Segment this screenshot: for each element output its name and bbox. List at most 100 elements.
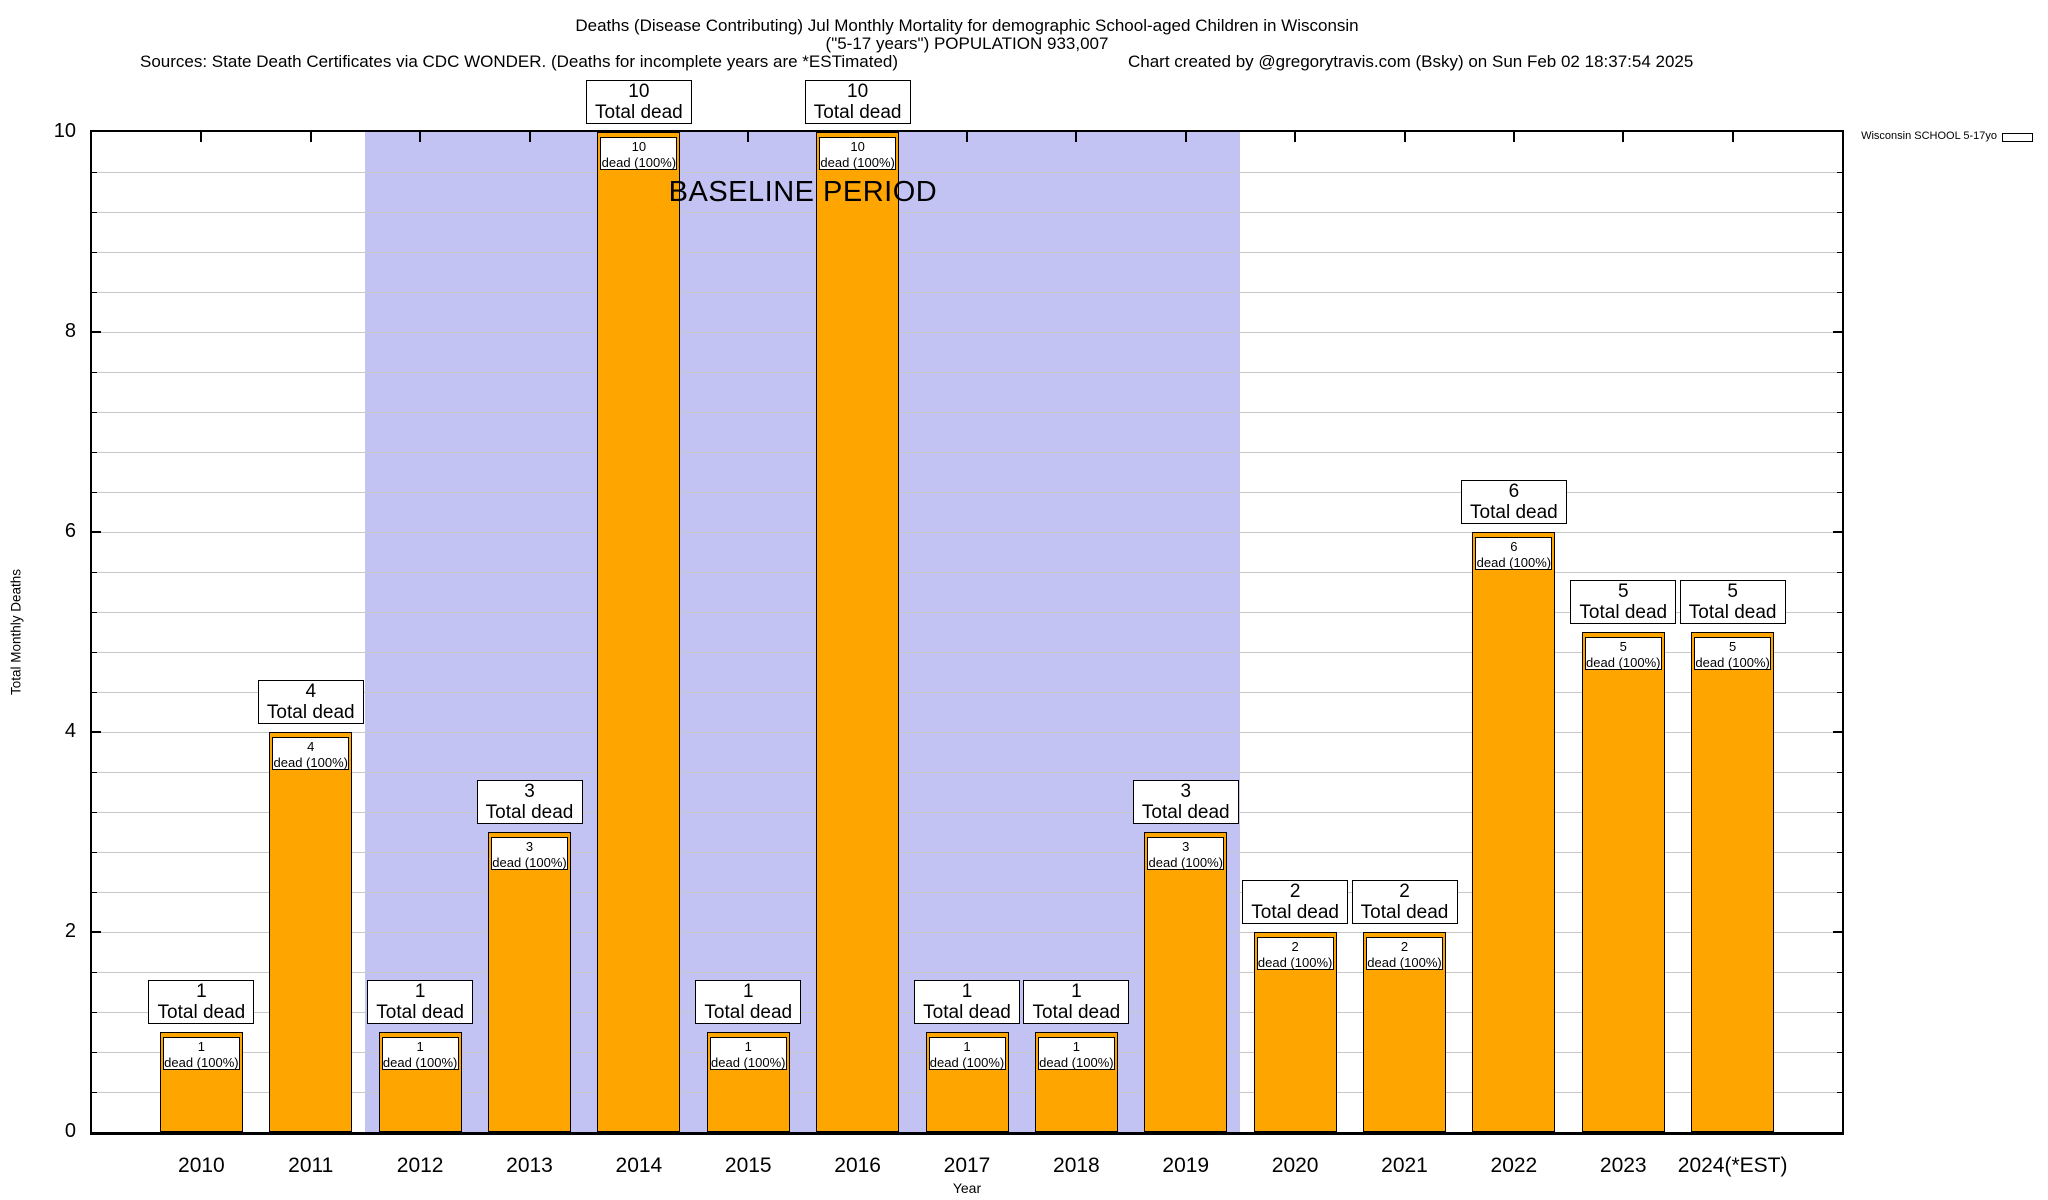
- bar-total-label-2018: 1 Total dead: [1023, 980, 1130, 1024]
- bar-inner-label-2010: 1 dead (100%): [162, 1037, 240, 1070]
- bar-inner-label-text: dead (100%): [1367, 954, 1442, 970]
- x-tick-top: [747, 132, 750, 142]
- x-tick-label-2014: 2014: [615, 1154, 663, 1177]
- gridline: [92, 771, 1842, 773]
- gridline: [92, 571, 1842, 573]
- gridline: [92, 931, 1842, 933]
- legend-label: Wisconsin SCHOOL 5-17yo: [1861, 130, 1997, 142]
- bar-total-label-2014: 10 Total dead: [585, 80, 692, 124]
- baseline-period-label: BASELINE PERIOD: [668, 176, 938, 208]
- bar-inner-label-value: 1: [197, 1039, 205, 1054]
- y-tick-label-0: 0: [64, 1120, 76, 1142]
- bar-inner-label-value: 6: [1510, 539, 1518, 554]
- y-tick-right: [1837, 611, 1842, 613]
- bar-inner-label-2012: 1 dead (100%): [381, 1037, 459, 1070]
- y-tick-left: [92, 251, 97, 253]
- bar-inner-label-2017: 1 dead (100%): [928, 1037, 1006, 1070]
- bar-total-label-value: 3: [524, 781, 535, 802]
- x-tick-top: [1075, 132, 1078, 142]
- y-tick-left: [92, 571, 97, 573]
- y-tick-left: [92, 291, 97, 293]
- bar-inner-label-value: 3: [525, 839, 534, 854]
- x-tick-label-2012: 2012: [396, 1154, 444, 1177]
- y-tick-right: [1837, 211, 1842, 213]
- x-tick-label-2018: 2018: [1053, 1154, 1100, 1177]
- bar-total-label-value: 3: [1180, 781, 1192, 802]
- chart-title-line1: Deaths (Disease Contributing) Jul Monthl…: [575, 16, 1359, 35]
- x-tick-top: [1403, 132, 1406, 142]
- y-tick-left: [92, 931, 101, 933]
- bar-inner-label-value: 1: [416, 1039, 424, 1054]
- bar-inner-label-2014: 10 dead (100%): [600, 137, 678, 170]
- bar-inner-label-2013: 3 dead (100%): [491, 837, 568, 870]
- bar-inner-label-text: dead (100%): [1695, 654, 1770, 670]
- x-tick-top: [200, 132, 203, 142]
- gridline: [92, 731, 1842, 733]
- y-tick-right: [1837, 371, 1842, 373]
- bar-total-label-text: Total dead: [1688, 602, 1777, 623]
- y-tick-right: [1837, 811, 1842, 813]
- bar-inner-label-text: dead (100%): [929, 1054, 1005, 1070]
- x-tick-label-2011: 2011: [288, 1154, 334, 1177]
- bar-total-label-2019: 3 Total dead: [1132, 780, 1239, 824]
- y-tick-label-6: 6: [64, 520, 76, 542]
- legend-color-swatch-icon: [2002, 133, 2033, 142]
- y-tick-left: [92, 731, 101, 733]
- y-tick-right: [1837, 891, 1842, 893]
- bar-total-label-2021: 2 Total dead: [1351, 880, 1458, 924]
- y-tick-left: [92, 171, 97, 173]
- bar-inner-label-text: dead (100%): [820, 154, 895, 170]
- bar-inner-label-text: dead (100%): [273, 754, 348, 770]
- gridline: [92, 851, 1842, 853]
- x-tick-label-2017: 2017: [943, 1154, 991, 1177]
- gridline: [92, 331, 1842, 333]
- bar-inner-label-2015: 1 dead (100%): [709, 1037, 787, 1070]
- y-tick-right: [1837, 571, 1842, 573]
- y-tick-left: [92, 691, 97, 693]
- y-tick-right: [1837, 651, 1842, 653]
- bar-2023: 5 dead (100%): [1581, 632, 1665, 1132]
- bar-total-label-2013: 3 Total dead: [476, 780, 583, 824]
- y-tick-left: [92, 811, 97, 813]
- bar-inner-label-value: 2: [1291, 939, 1299, 954]
- bar-total-label-value: 10: [847, 81, 869, 102]
- bar-2011: 4 dead (100%): [269, 732, 353, 1132]
- bar-total-label-2011: 4 Total dead: [257, 680, 364, 724]
- bar-inner-label-text: dead (100%): [1586, 654, 1661, 670]
- chart-sources: Sources: State Death Certificates via CD…: [140, 52, 899, 71]
- y-tick-label-10: 10: [53, 120, 76, 142]
- bar-total-label-text: Total dead: [1032, 1002, 1121, 1023]
- gridline: [92, 171, 1842, 173]
- gridline: [92, 891, 1842, 893]
- bar-total-label-2016: 10 Total dead: [804, 80, 911, 124]
- bar-2020: 2 dead (100%): [1253, 932, 1337, 1132]
- bar-2021: 2 dead (100%): [1363, 932, 1446, 1132]
- bar-2018: 1 dead (100%): [1034, 1032, 1118, 1132]
- y-tick-right: [1837, 451, 1842, 453]
- x-tick-label-2015: 2015: [724, 1154, 772, 1177]
- bar-inner-label-2019: 3 dead (100%): [1147, 837, 1225, 870]
- y-tick-left: [92, 451, 97, 453]
- bar-inner-label-text: dead (100%): [601, 154, 677, 170]
- gridline: [92, 371, 1842, 373]
- y-axis-title: Total Monthly Deaths: [8, 568, 24, 696]
- x-tick-label-2023: 2023: [1599, 1154, 1647, 1177]
- bar-total-label-value: 1: [196, 981, 207, 1002]
- x-tick-top: [1512, 132, 1515, 142]
- y-tick-left: [92, 411, 97, 413]
- gridline: [92, 291, 1842, 293]
- bar-total-label-value: 1: [414, 981, 426, 1002]
- bar-2012: 1 dead (100%): [378, 1032, 462, 1132]
- bar-inner-label-value: 10: [631, 139, 647, 154]
- bar-2016: 10 dead (100%): [816, 132, 900, 1132]
- x-tick-top: [966, 132, 968, 142]
- y-tick-right: [1837, 491, 1842, 493]
- gridline: [92, 971, 1842, 973]
- bar-total-label-2017: 1 Total dead: [914, 980, 1020, 1024]
- bar-inner-label-2018: 1 dead (100%): [1037, 1037, 1115, 1070]
- bar-inner-label-text: dead (100%): [164, 1054, 239, 1070]
- bar-inner-label-value: 4: [307, 739, 315, 754]
- bar-inner-label-text: dead (100%): [492, 854, 567, 870]
- gridline: [92, 531, 1842, 533]
